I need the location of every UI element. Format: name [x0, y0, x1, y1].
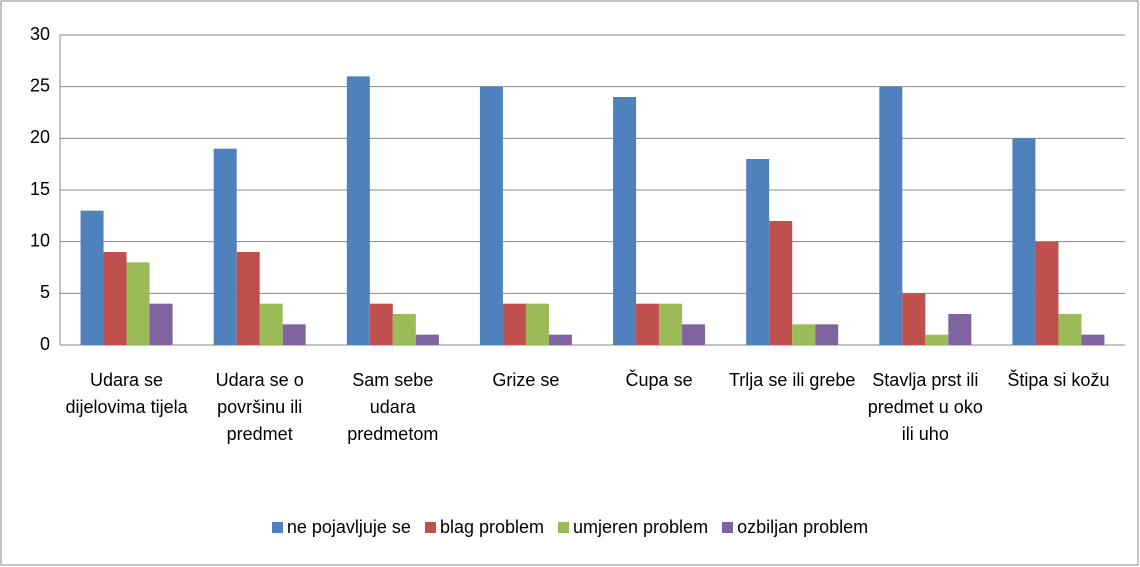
bar	[659, 303, 683, 345]
bar	[126, 262, 150, 345]
legend-item: umjeren problem	[558, 517, 708, 538]
y-tick-label: 0	[40, 334, 50, 354]
bar	[613, 97, 637, 345]
bar	[346, 76, 370, 345]
legend-label: blag problem	[439, 517, 544, 537]
bar	[948, 314, 972, 345]
legend-item: ozbiljan problem	[722, 517, 868, 538]
legend-item: ne pojavljuje se	[271, 517, 411, 538]
y-tick-label: 15	[30, 179, 50, 199]
bar	[879, 86, 903, 346]
bar	[636, 303, 660, 345]
bar	[769, 221, 793, 345]
legend-label: umjeren problem	[573, 517, 709, 537]
bar	[902, 293, 926, 345]
bar	[746, 159, 770, 345]
y-tick-label: 5	[40, 282, 50, 302]
bar	[369, 303, 393, 345]
legend: ne pojavljuje se blag problem umjeren prob…	[0, 517, 1140, 538]
bar	[815, 324, 839, 345]
bar	[259, 303, 283, 345]
legend-swatch	[558, 522, 569, 533]
bar	[925, 334, 949, 345]
bar	[525, 303, 549, 345]
y-tick-label: 25	[30, 75, 50, 95]
legend-label: ozbiljan problem	[737, 517, 869, 537]
bar	[236, 252, 260, 345]
bar	[282, 324, 306, 345]
legend-item: blag problem	[424, 517, 544, 538]
bar	[80, 210, 104, 345]
bar	[682, 324, 706, 345]
bar	[213, 148, 237, 345]
bar	[1012, 138, 1036, 345]
bar	[548, 334, 572, 345]
bar	[1058, 314, 1082, 345]
x-tick-label: Udara se dijelovima tijela	[65, 370, 188, 417]
y-tick-label: 20	[30, 127, 50, 147]
bar	[479, 86, 503, 346]
legend-swatch	[424, 522, 436, 533]
x-tick-label: Trlja se ili grebe	[728, 370, 856, 390]
y-tick-label: 30	[30, 24, 50, 44]
y-tick-label: 10	[30, 230, 50, 250]
x-tick-label: Štipa si kožu	[1007, 370, 1110, 390]
bar	[392, 314, 416, 345]
bar	[149, 303, 173, 345]
bar	[502, 303, 526, 345]
bar	[103, 252, 127, 345]
bar	[1081, 334, 1105, 345]
x-tick-label: Stavlja prst ili predmet u oko ili uho	[867, 370, 983, 444]
legend-label: ne pojavljuje se	[286, 517, 411, 537]
legend-swatch	[271, 522, 283, 533]
x-tick-label: Čupa se	[625, 370, 693, 390]
bar	[415, 334, 439, 345]
x-tick-label: Grize se	[492, 370, 560, 390]
x-tick-label: Udara se o površinu ili predmet	[215, 370, 304, 444]
legend-swatch	[722, 522, 734, 533]
x-tick-label: Sam sebe udara predmetom	[347, 370, 439, 444]
bar	[1035, 241, 1059, 345]
bar	[792, 324, 816, 345]
